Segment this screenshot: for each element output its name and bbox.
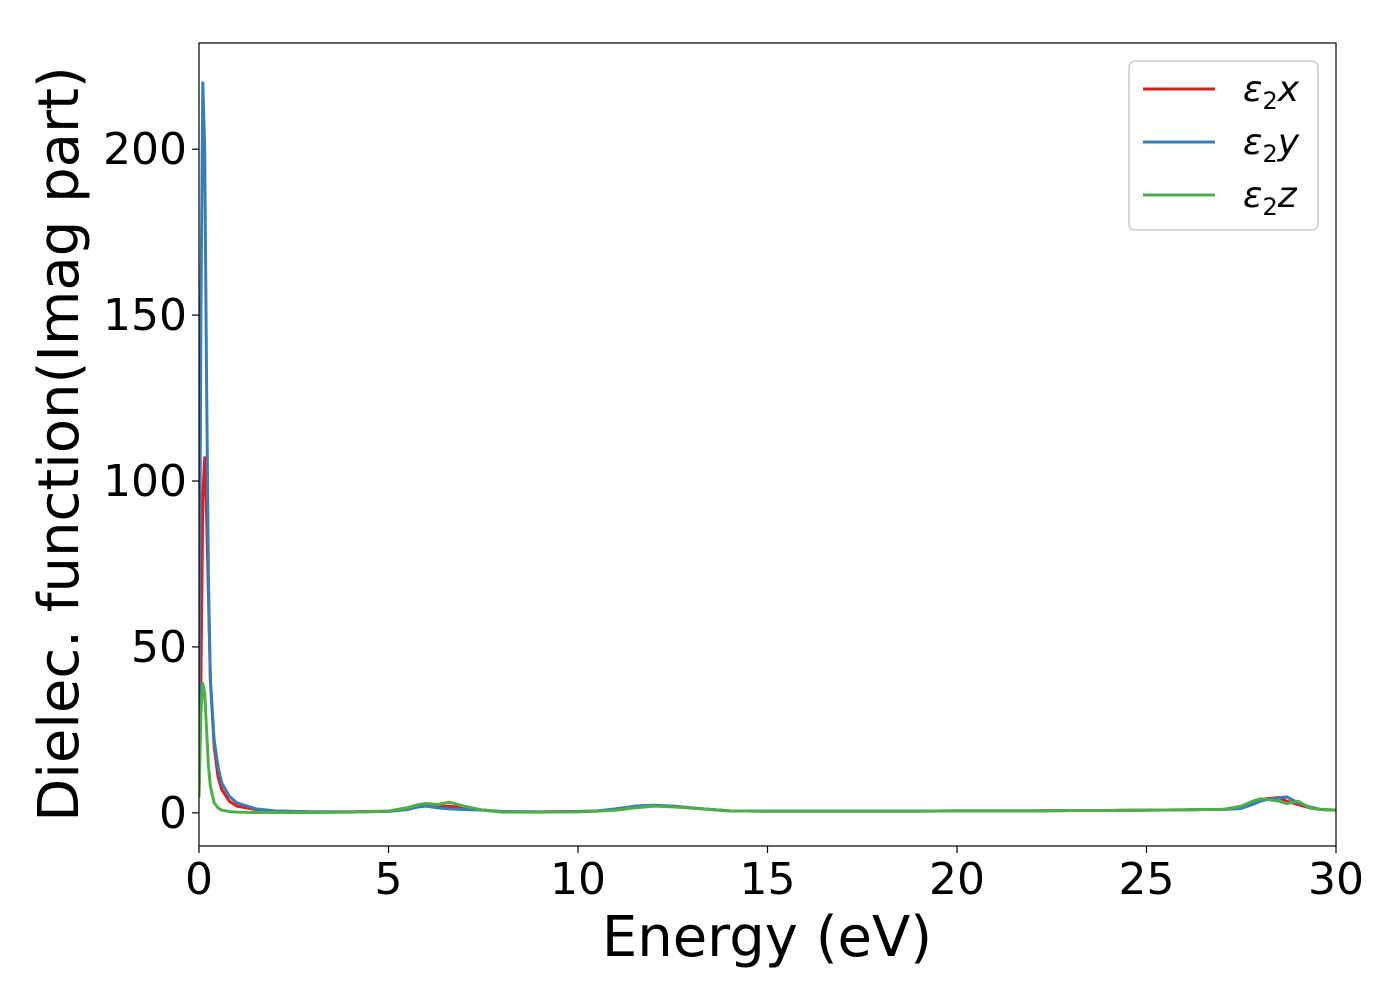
x-axis-ticks: 0 5 10 15 20 25 30 [185,846,1364,905]
legend-label-z: ε2z [1243,175,1298,221]
x-tick-label: 10 [550,854,606,905]
x-tick-label: 5 [375,854,403,905]
x-tick-label: 0 [185,854,213,905]
y-axis-title: Dielec. function(Imag part) [27,66,92,822]
y-tick-label: 50 [131,622,187,673]
legend: ε2x ε2y ε2z [1128,60,1319,231]
y-tick-label: 100 [103,456,187,507]
x-tick-label: 15 [740,854,796,905]
y-tick-label: 150 [103,290,187,341]
y-axis-ticks: 0 50 100 150 200 [103,124,199,839]
y-tick-label: 0 [159,788,187,839]
x-axis-title: Energy (eV) [602,905,932,970]
y-tick-label: 200 [103,124,187,175]
x-tick-label: 25 [1119,854,1175,905]
legend-box [1128,60,1319,231]
x-tick-label: 30 [1308,854,1364,905]
series-line-z [199,681,1336,814]
x-tick-label: 20 [929,854,985,905]
legend-label-y: ε2y [1243,122,1300,168]
legend-label-x: ε2x [1243,69,1300,115]
series-lines [199,81,1336,814]
